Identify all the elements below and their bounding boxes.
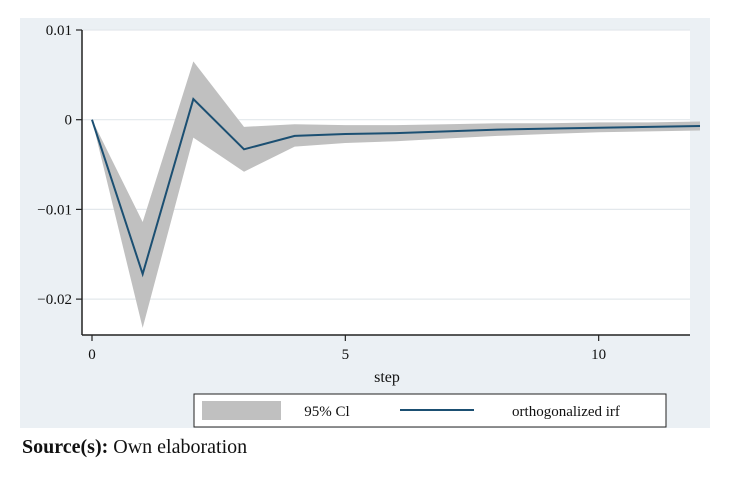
y-tick-label: −0.02 [37,292,72,308]
x-tick-label: 0 [88,347,96,363]
x-tick-label: 5 [342,347,350,363]
source-prefix: Source(s): [22,436,109,458]
y-tick-label: −0.01 [37,202,72,218]
y-tick-label: 0 [65,113,73,129]
source-note: Source(s): Own elaboration [22,436,247,459]
plot-area [82,30,690,335]
source-text: Own elaboration [113,436,248,458]
irf-line [91,97,701,278]
y-tick-label: 0.01 [46,23,72,39]
x-tick-label: 10 [591,347,606,363]
legend-ci-label: 95% Cl [304,404,349,420]
x-axis-label: step [374,369,400,386]
legend-irf-label: orthogonalized irf [512,404,620,420]
legend-ci-swatch [202,401,281,420]
